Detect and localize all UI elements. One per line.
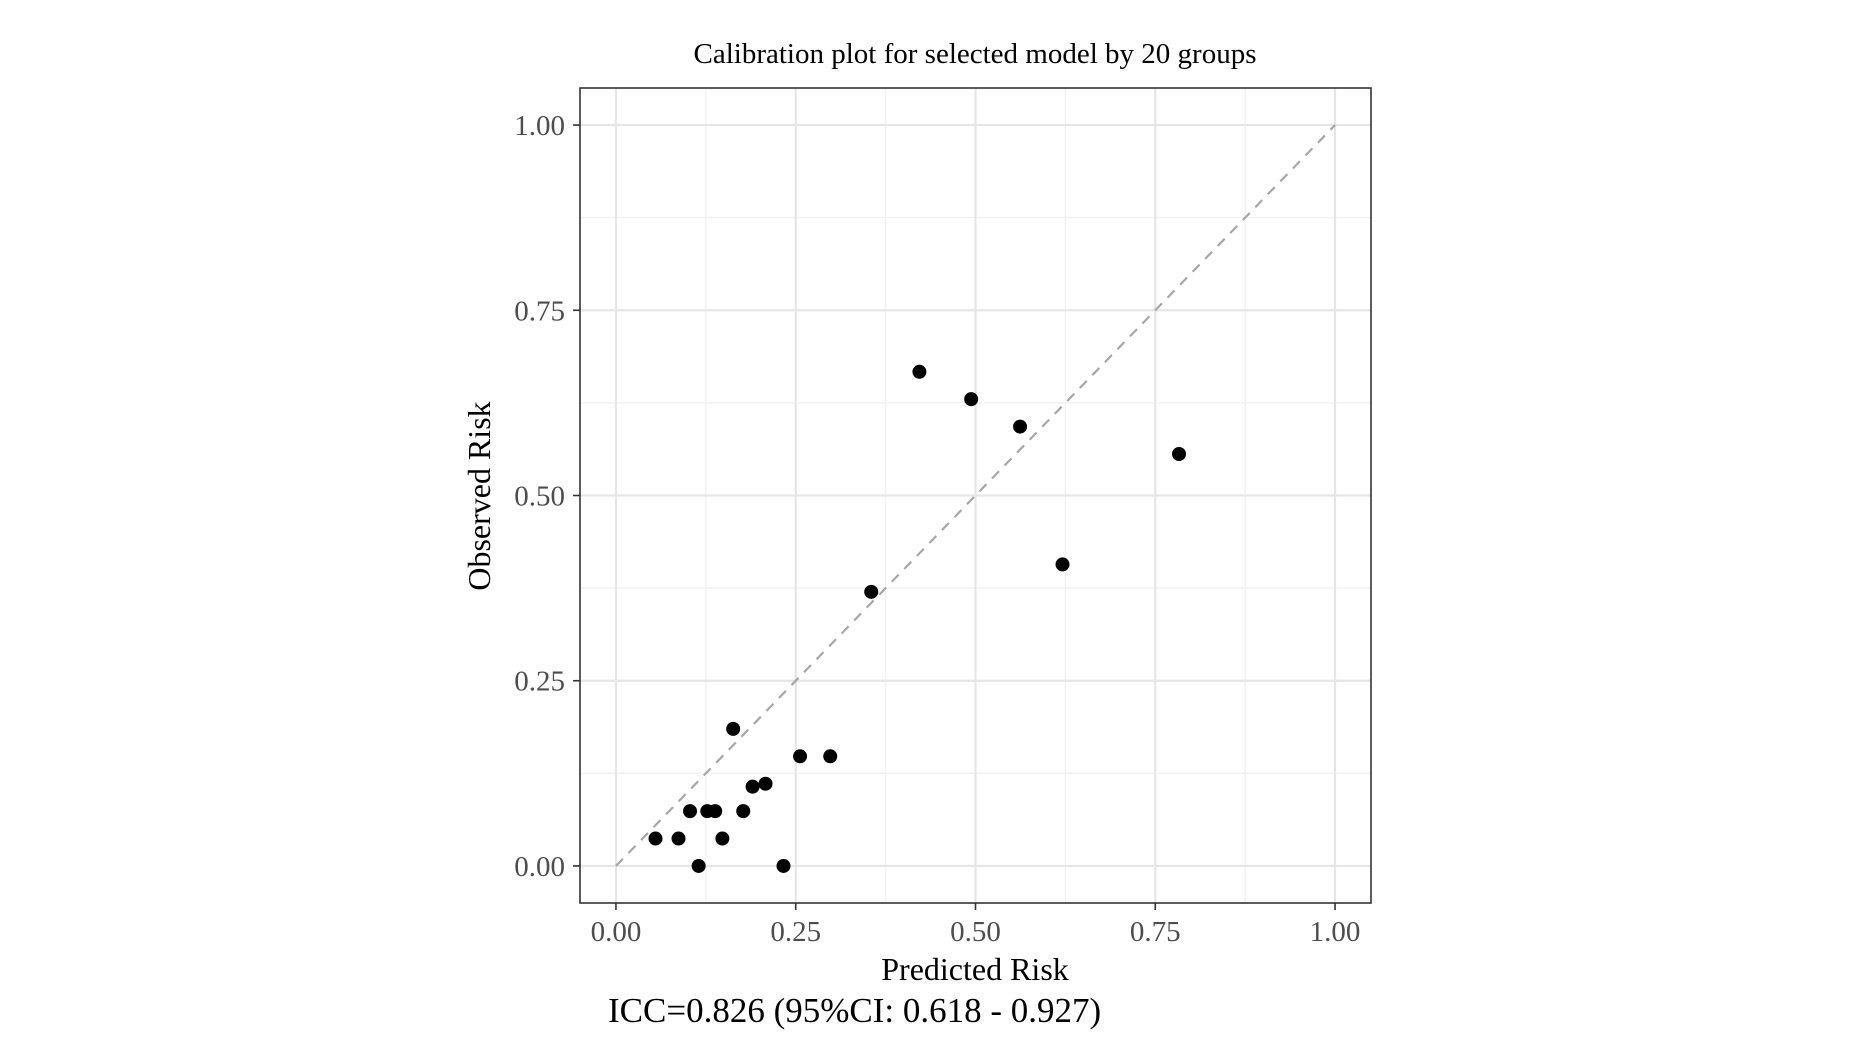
x-tick-label: 0.00 [591, 916, 642, 948]
x-tick-label: 1.00 [1310, 916, 1361, 948]
y-tick-label: 0.75 [514, 295, 565, 327]
chart-title: Calibration plot for selected model by 2… [694, 38, 1257, 70]
data-point [1013, 419, 1028, 434]
data-point [964, 392, 979, 407]
y-tick-label: 1.00 [514, 110, 565, 142]
data-point [736, 804, 751, 819]
y-tick-label: 0.25 [514, 666, 565, 698]
y-axis-title: Observed Risk [461, 401, 497, 590]
data-point [683, 804, 698, 819]
data-point [708, 804, 723, 819]
data-point [745, 779, 760, 794]
data-point [1172, 447, 1187, 462]
y-tick-label: 0.50 [514, 481, 565, 513]
data-point [715, 831, 730, 846]
data-point [776, 858, 791, 873]
x-tick-label: 0.75 [1130, 916, 1181, 948]
data-point [823, 749, 838, 764]
data-point [726, 721, 741, 736]
icc-annotation: ICC=0.826 (95%CI: 0.618 - 0.927) [608, 991, 1101, 1030]
data-point [1055, 557, 1070, 572]
data-point [648, 831, 663, 846]
data-point [864, 584, 879, 599]
x-axis-title: Predicted Risk [881, 951, 1069, 987]
y-tick-label: 0.00 [514, 851, 565, 883]
data-point [758, 776, 773, 791]
x-axis-ticks: 0.00 0.25 0.50 0.75 1.00 [591, 903, 1361, 948]
data-point [671, 831, 686, 846]
x-tick-label: 0.25 [770, 916, 821, 948]
data-point [912, 364, 927, 379]
data-point [691, 858, 706, 873]
x-tick-label: 0.50 [950, 916, 1001, 948]
data-points [648, 364, 1187, 873]
y-axis-ticks: 0.00 0.25 0.50 0.75 1.00 [514, 110, 580, 883]
data-point [793, 749, 808, 764]
major-gridlines [580, 88, 1371, 903]
